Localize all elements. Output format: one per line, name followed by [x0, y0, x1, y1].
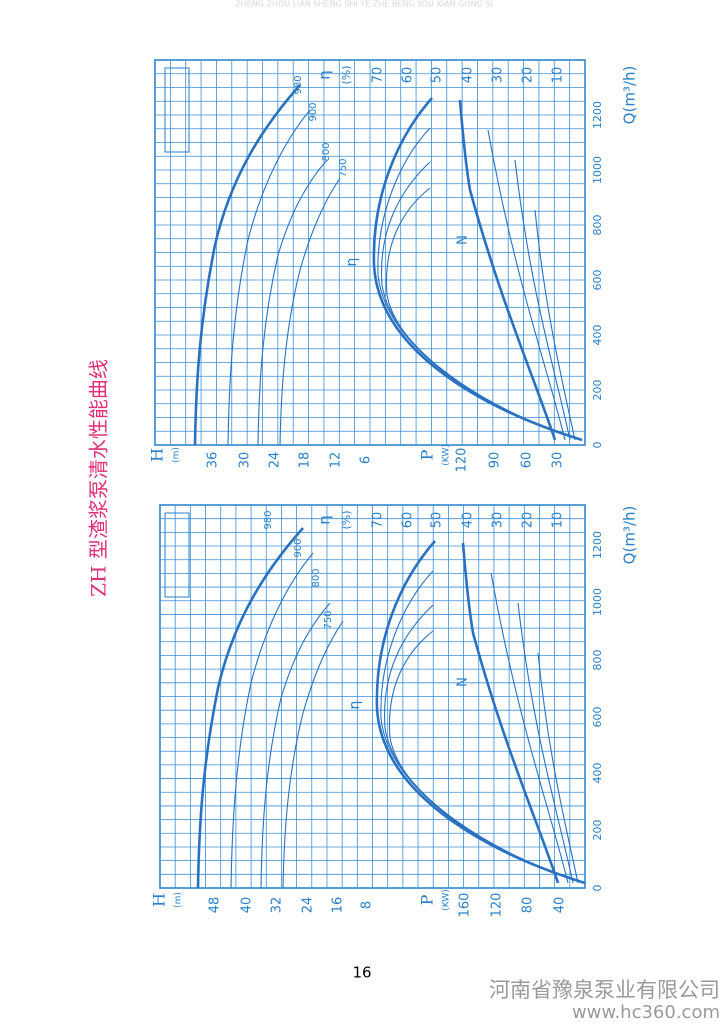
eta-axis-unit: (%) [340, 510, 353, 529]
q-tick-label: 1000 [591, 156, 604, 184]
eta-tick-label: 50 [430, 512, 445, 529]
eta-curve-label: η [347, 701, 363, 710]
p-tick-label: 90 [488, 452, 503, 469]
q-tick-label: 200 [591, 380, 604, 401]
q-tick-label: 1000 [591, 588, 604, 616]
eta-tick-label: 70 [371, 67, 386, 84]
eta-tick-label: 40 [461, 512, 476, 529]
q-tick-label: 800 [591, 650, 604, 671]
p-tick-label: 80 [521, 897, 536, 914]
eta-curve-label: η [344, 258, 360, 267]
h-tick-label: 36 [206, 452, 221, 469]
eta-tick-label: 30 [491, 67, 506, 84]
p-axis-label: P [418, 449, 437, 460]
model-box [164, 512, 190, 598]
h-tick-label: 8 [360, 901, 375, 909]
eta-axis-label: η [316, 515, 334, 525]
n-curve-label: N [456, 677, 471, 687]
q-tick-label: 200 [591, 820, 604, 841]
p-tick-label: 30 [551, 452, 566, 469]
h-tick-label: 6 [359, 456, 374, 464]
eta-axis-unit: (%) [340, 65, 353, 84]
p-axis-unit: (KW) [442, 444, 452, 466]
q-tick-label: 600 [591, 270, 604, 291]
q-tick-label: 0 [591, 885, 604, 892]
h-tick-label: 30 [238, 452, 253, 469]
h-tick-label: 18 [298, 452, 313, 469]
h-tick-label: 32 [270, 897, 285, 914]
speed-label: 900 [308, 102, 319, 121]
h-tick-label: 40 [240, 897, 255, 914]
q-tick-label: 400 [591, 325, 604, 346]
eta-tick-label: 10 [551, 67, 566, 84]
eta-tick-label: 20 [521, 512, 536, 529]
q-axis-label: Q(m³/h) [621, 66, 639, 125]
h-tick-label: 16 [331, 897, 346, 914]
speed-label: 980 [263, 510, 274, 529]
q-tick-label: 600 [591, 707, 604, 728]
h-axis-unit: (m) [172, 447, 182, 463]
p-tick-label: 120 [455, 448, 470, 473]
h-tick-label: 12 [329, 452, 344, 469]
speed-label: 900 [293, 538, 304, 557]
speed-label: 800 [321, 142, 332, 161]
p-tick-label: 40 [553, 897, 568, 914]
q-tick-label: 800 [591, 215, 604, 236]
h-axis-label: H [148, 448, 167, 462]
eta-tick-label: 20 [521, 67, 536, 84]
p-axis-unit: (KW) [442, 889, 452, 911]
eta-tick-label: 60 [401, 67, 416, 84]
speed-label: 750 [338, 158, 349, 177]
page-number: 16 [352, 964, 371, 982]
model-box [164, 67, 190, 153]
p-tick-label: 160 [458, 893, 473, 918]
q-tick-label: 400 [591, 763, 604, 784]
speed-label: 750 [323, 610, 334, 629]
h-axis-label: H [150, 893, 169, 907]
p-tick-label: 120 [490, 893, 505, 918]
speed-label: 800 [311, 568, 322, 587]
eta-tick-label: 30 [491, 512, 506, 529]
page-title: ZH 型渣浆泵清水性能曲线 [87, 359, 111, 597]
eta-tick-label: 10 [551, 512, 566, 529]
eta-tick-label: 70 [371, 512, 386, 529]
eta-tick-label: 40 [461, 67, 476, 84]
q-tick-label: 0 [591, 442, 604, 449]
curves [193, 84, 583, 446]
q-tick-label: 1200 [591, 531, 604, 559]
q-axis-label: Q(m³/h) [621, 506, 639, 565]
eta-tick-label: 60 [401, 512, 416, 529]
faint-header: ZHENG ZHOU LIAN SHENG SHI YE ZHE BENG YO… [235, 0, 493, 9]
p-axis-label: P [418, 894, 437, 905]
h-tick-label: 48 [208, 897, 223, 914]
eta-tick-label: 50 [430, 67, 445, 84]
q-tick-label: 1200 [591, 101, 604, 129]
n-curve-label: N [456, 235, 471, 245]
eta-axis-label: η [316, 70, 334, 80]
p-tick-label: 60 [520, 452, 535, 469]
watermark-company: 河南省豫泉泵业有限公司 [489, 978, 720, 1002]
watermark-url: www.hc360.com [572, 1002, 720, 1023]
h-tick-label: 24 [268, 452, 283, 469]
curves [196, 526, 587, 890]
h-tick-label: 24 [301, 897, 316, 914]
h-axis-unit: (m) [174, 892, 184, 908]
